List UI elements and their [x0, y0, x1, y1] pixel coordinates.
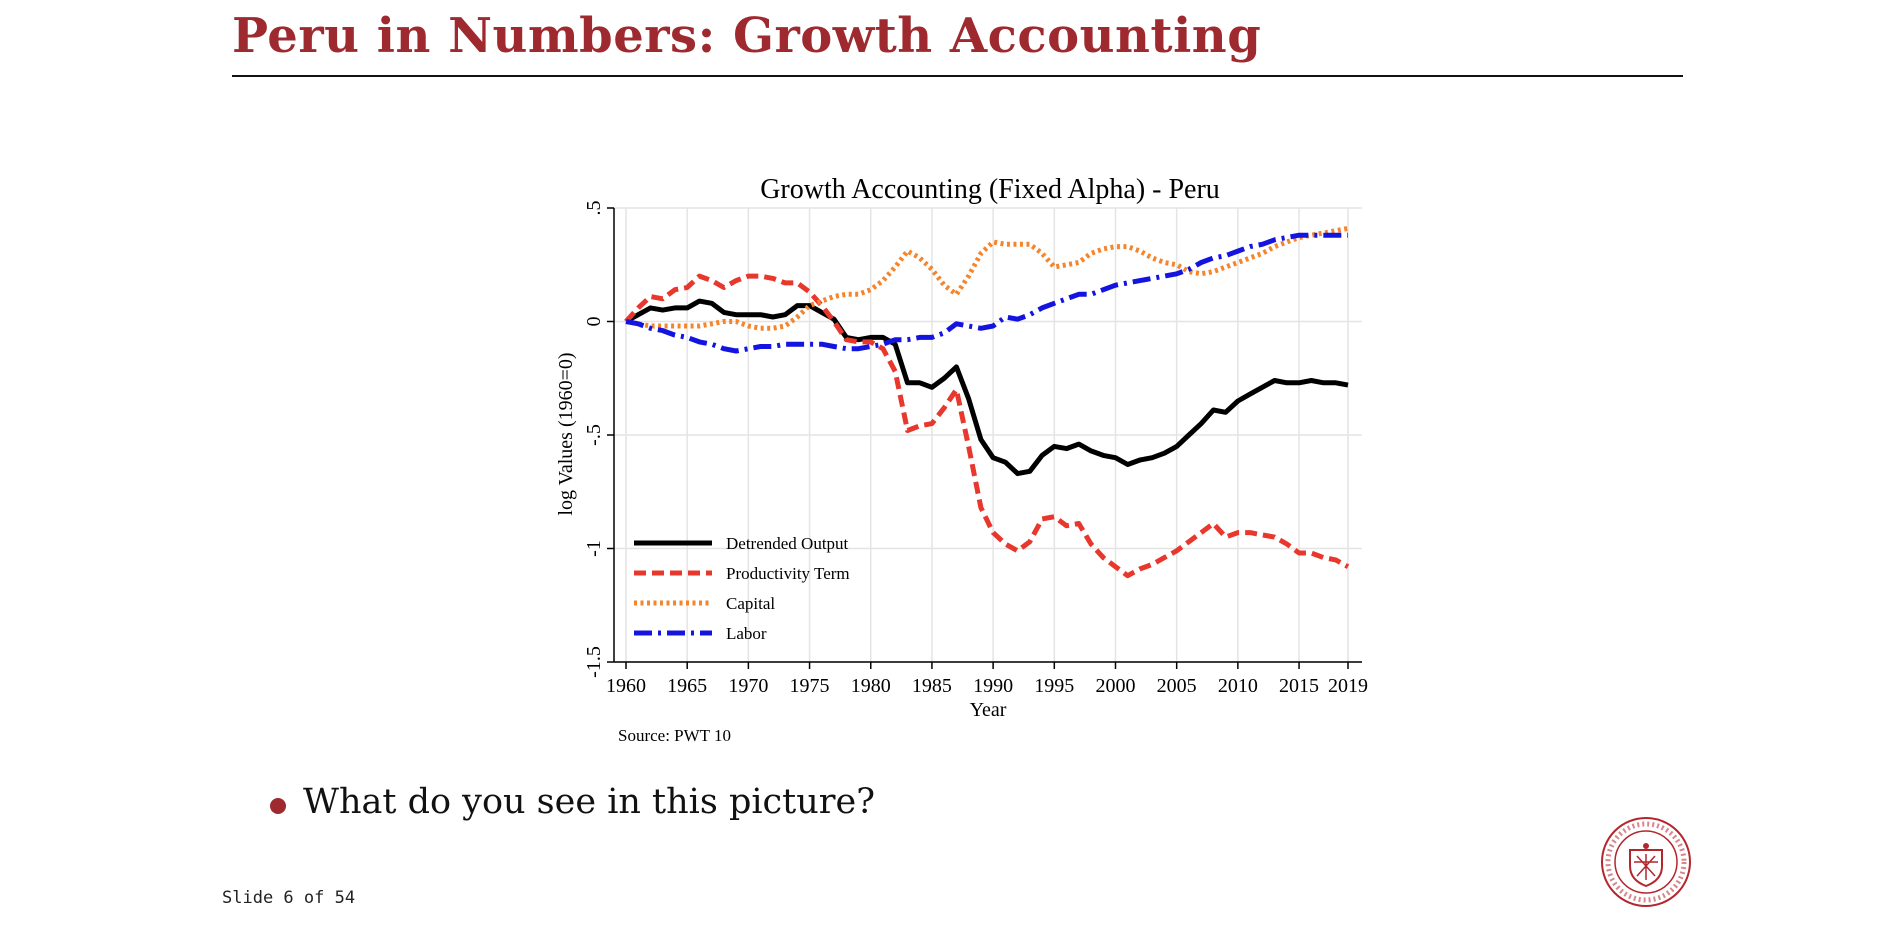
- x-tick-label: 2019: [1328, 675, 1368, 697]
- x-tick-label: 1965: [667, 675, 707, 697]
- legend-label: Capital: [726, 594, 775, 613]
- series-line-detrended-output: [624, 298, 1349, 477]
- series-line-labor: [625, 232, 1348, 354]
- series-lines: [624, 225, 1350, 579]
- x-tick-label: 2015: [1279, 675, 1319, 697]
- x-tick-label: 1975: [790, 675, 830, 697]
- x-axis-label: Year: [970, 699, 1007, 721]
- chart-title: Growth Accounting (Fixed Alpha) - Peru: [760, 174, 1220, 205]
- x-tick-label: 1970: [728, 675, 768, 697]
- x-tick-label: 1995: [1034, 675, 1074, 697]
- x-tick-label: 2000: [1095, 675, 1135, 697]
- growth-accounting-chart: Growth Accounting (Fixed Alpha) - Peru 1…: [555, 174, 1368, 745]
- legend: Detrended Output Productivity Term Capital…: [634, 534, 850, 643]
- x-tick-label: 2005: [1157, 675, 1197, 697]
- title-divider: [232, 75, 1683, 77]
- y-tick-label: -1.5: [583, 646, 605, 678]
- slide-title: Peru in Numbers: Growth Accounting: [232, 8, 1262, 64]
- legend-label: Detrended Output: [726, 534, 849, 553]
- university-seal-icon: [1601, 817, 1691, 907]
- bullet-text: What do you see in this picture?: [303, 782, 875, 822]
- x-tick-label: 1985: [912, 675, 952, 697]
- x-tick-label: 1990: [973, 675, 1013, 697]
- y-tick-label: .5: [583, 201, 605, 216]
- x-tick-label: 1980: [851, 675, 891, 697]
- bullet-marker: [270, 798, 286, 814]
- y-tick-label: 0: [583, 317, 605, 327]
- x-tick-label: 2010: [1218, 675, 1258, 697]
- legend-label: Productivity Term: [726, 564, 850, 583]
- axes: 1960 1965 1970 1975 1980 1985 1990 1995 2000 2005…: [583, 201, 1368, 698]
- x-tick-label: 1960: [606, 675, 646, 697]
- series-line-productivity-term: [624, 273, 1350, 579]
- y-axis-label: log Values (1960=0): [555, 352, 577, 515]
- source-note: Source: PWT 10: [618, 726, 731, 745]
- y-tick-label: -.5: [583, 424, 605, 446]
- series-line-capital: [625, 225, 1349, 331]
- y-tick-label: -1: [583, 540, 605, 557]
- slide-counter: Slide 6 of 54: [222, 888, 356, 908]
- legend-label: Labor: [726, 624, 767, 643]
